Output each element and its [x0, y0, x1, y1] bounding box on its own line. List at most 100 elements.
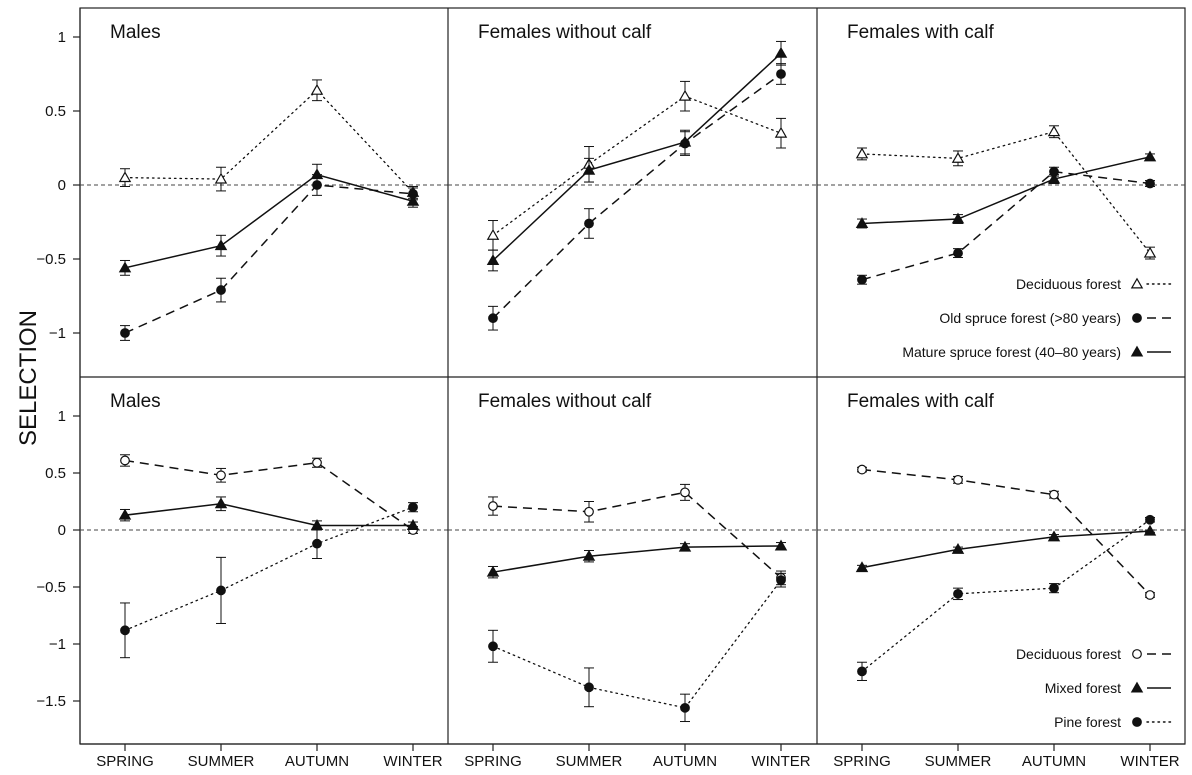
data-point-marker — [1143, 524, 1157, 536]
data-point-marker — [1049, 489, 1059, 500]
series-line — [124, 503, 413, 527]
series-pine-forest — [120, 502, 418, 659]
data-point-marker — [584, 218, 594, 229]
x-tick-label: SUMMER — [925, 753, 992, 770]
x-tick-label: WINTER — [1120, 753, 1179, 770]
series-line — [492, 545, 782, 573]
series-line — [124, 184, 414, 334]
data-point-marker — [953, 474, 963, 485]
x-tick-label: SPRING — [833, 753, 891, 770]
series-pine-forest — [857, 514, 1155, 681]
data-point-marker — [1047, 530, 1061, 542]
data-point-marker — [486, 565, 500, 577]
series-old-spruce-forest-80-years — [488, 63, 786, 331]
data-point-marker — [312, 457, 322, 468]
data-point-marker — [214, 497, 228, 509]
series-line — [124, 173, 414, 269]
series-line — [492, 579, 782, 709]
data-point-marker — [1130, 681, 1144, 693]
data-point-marker — [584, 682, 594, 693]
legend-label: Deciduous forest — [1016, 646, 1121, 662]
data-point-marker — [488, 501, 498, 511]
panel-title: Males — [110, 391, 161, 412]
data-point-marker — [774, 46, 788, 58]
data-point-marker — [310, 168, 324, 180]
panel-2: Females without calf — [447, 8, 817, 378]
series-mature-spruce-forest-40-80-years — [855, 150, 1157, 229]
data-point-marker — [120, 328, 130, 338]
data-point-marker — [118, 508, 132, 520]
panel-title: Males — [110, 22, 161, 43]
data-point-marker — [118, 171, 132, 183]
legend-label: Old spruce forest (>80 years) — [939, 310, 1121, 326]
series-line — [861, 170, 1151, 281]
x-tick-label: SPRING — [464, 753, 522, 770]
panel-6: Females with calf SPRING SUMMER AUTUMN WINTE… — [816, 377, 1185, 770]
panel-title: Females with calf — [847, 391, 994, 412]
x-tick-label: AUTUMN — [1022, 753, 1086, 770]
data-point-marker — [1132, 649, 1142, 659]
data-point-marker — [1132, 717, 1142, 727]
y-tick-label: −1 — [49, 325, 66, 342]
data-point-marker — [1130, 345, 1144, 357]
data-point-marker — [774, 539, 788, 551]
data-point-marker — [1047, 125, 1061, 137]
legend: Deciduous forest Old spruce forest (>80 y… — [902, 276, 1172, 360]
legend-label: Deciduous forest — [1016, 276, 1121, 292]
series-old-spruce-forest-80-years — [857, 166, 1155, 285]
y-tick-label: 1 — [58, 29, 66, 46]
panel-3: Females with calf Deciduous forest Old spr… — [816, 8, 1185, 378]
data-point-marker — [1145, 590, 1155, 600]
x-tick-label: AUTUMN — [653, 753, 717, 770]
data-point-marker — [486, 228, 500, 240]
data-point-marker — [488, 641, 498, 652]
data-point-marker — [680, 487, 690, 498]
data-point-marker — [1145, 514, 1155, 525]
data-point-marker — [488, 313, 498, 324]
data-point-marker — [678, 540, 692, 552]
panel-title: Females with calf — [847, 22, 994, 43]
y-tick-label: −1.5 — [36, 693, 66, 710]
panel-title: Females without calf — [478, 22, 652, 43]
data-point-marker — [951, 151, 965, 163]
data-point-marker — [584, 506, 594, 517]
series-old-spruce-forest-80-years — [120, 174, 418, 341]
x-tick-label: WINTER — [383, 753, 442, 770]
data-point-marker — [582, 163, 596, 175]
y-tick-label: −0.5 — [36, 579, 66, 596]
data-point-marker — [1143, 150, 1157, 162]
data-point-marker — [680, 702, 690, 713]
data-point-marker — [855, 217, 869, 228]
series-deciduous-forest — [857, 464, 1155, 600]
series-mature-spruce-forest-40-80-years — [118, 163, 420, 276]
x-tick-label: WINTER — [751, 753, 810, 770]
y-axis-label: SELECTION — [15, 310, 42, 446]
x-tick-label: AUTUMN — [285, 753, 349, 770]
panel-4: Males −1.5 −1 −0.5 0 0.5 1 SPRING SUMMER AUTUMN WI… — [36, 377, 448, 770]
y-tick-label: −0.5 — [36, 251, 66, 268]
data-point-marker — [486, 254, 500, 265]
data-point-marker — [776, 575, 786, 586]
series-line — [861, 130, 1151, 254]
panel-1: Males −1 −0.5 0 0.5 1 — [36, 8, 448, 378]
x-tick-label: SPRING — [96, 753, 154, 770]
y-tick-label: 0 — [58, 177, 66, 194]
series-line — [861, 530, 1151, 569]
series-line — [492, 491, 782, 579]
data-point-marker — [774, 126, 788, 138]
data-point-marker — [1049, 583, 1059, 594]
data-point-marker — [408, 502, 418, 513]
series-mature-spruce-forest-40-80-years — [486, 40, 788, 272]
data-point-marker — [1047, 172, 1061, 184]
series-line — [124, 89, 414, 194]
plot-frame — [79, 7, 1186, 745]
data-point-marker — [857, 274, 867, 285]
data-point-marker — [678, 89, 692, 101]
y-tick-label: 0.5 — [45, 465, 66, 482]
data-point-marker — [214, 239, 228, 251]
legend-label: Mixed forest — [1045, 680, 1121, 696]
data-point-marker — [406, 519, 420, 530]
series-line — [861, 468, 1151, 596]
